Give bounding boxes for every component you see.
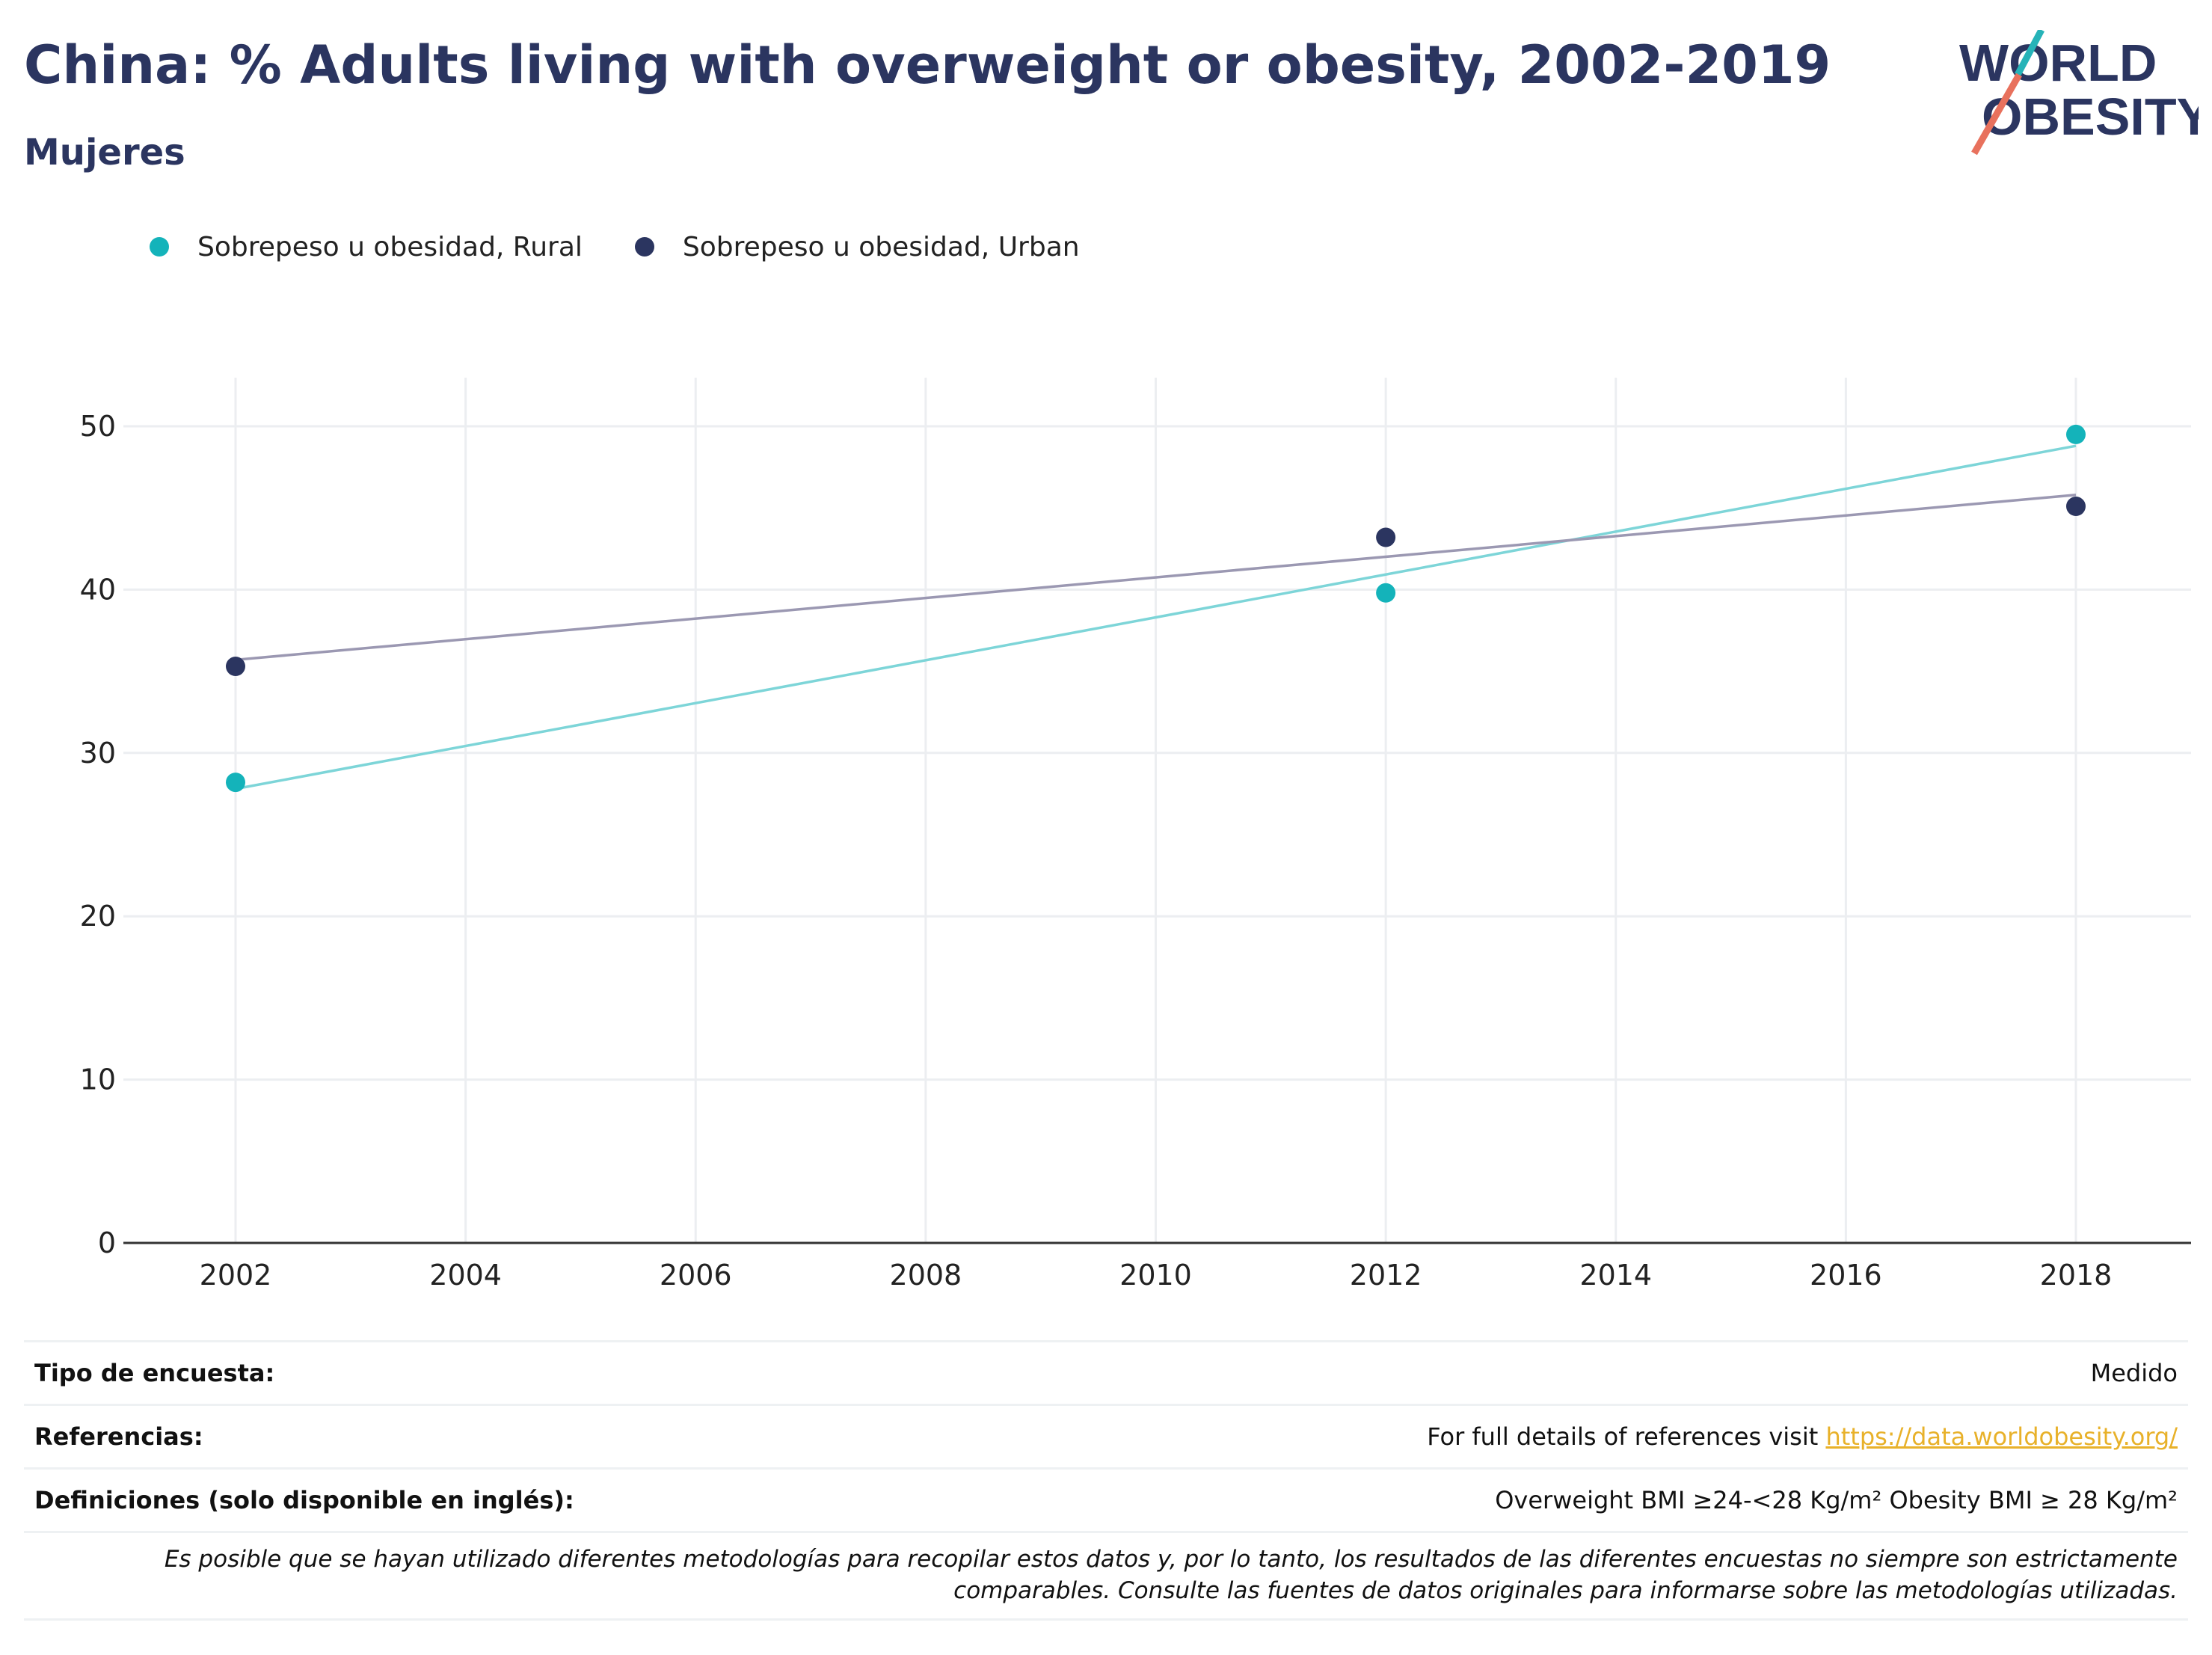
data-point-series-1 xyxy=(1376,527,1396,547)
logo-text-line2: OBESITY xyxy=(1982,87,2199,146)
references-link[interactable]: https://data.worldobesity.org/ xyxy=(1825,1422,2178,1451)
info-table: Tipo de encuesta: Medido Referencias: Fo… xyxy=(24,1340,2188,1621)
definitions-value: Overweight BMI ≥24-<28 Kg/m² Obesity BMI… xyxy=(1495,1486,2178,1514)
data-point-series-0 xyxy=(1376,583,1396,603)
x-tick-label: 2010 xyxy=(1119,1259,1192,1292)
x-tick-label: 2002 xyxy=(200,1259,272,1292)
legend-label-rural: Sobrepeso u obesidad, Rural xyxy=(197,231,583,262)
legend-marker-rural xyxy=(150,237,169,257)
legend-label-urban: Sobrepeso u obesidad, Urban xyxy=(682,231,1080,262)
world-obesity-logo: WORLD OBESITY xyxy=(1959,30,2199,156)
y-tick-label: 30 xyxy=(80,737,116,770)
references-text: For full details of references visit xyxy=(1427,1422,1826,1451)
trendline-series-0 xyxy=(235,444,2077,790)
y-tick-label: 0 xyxy=(98,1226,116,1259)
survey-type-value: Medido xyxy=(2090,1359,2178,1387)
y-tick-label: 10 xyxy=(80,1063,116,1096)
scatter-chart: 2002 2004 2006 2008 2010 2012 2014 2016 2018 0 10 2… xyxy=(80,378,2191,1292)
chart-title: China: % Adults living with overweight o… xyxy=(24,34,1831,96)
chart-subtitle: Mujeres xyxy=(24,132,185,174)
data-point-series-1 xyxy=(2066,497,2086,517)
definitions-label: Definiciones (solo disponible en inglés)… xyxy=(34,1486,574,1514)
x-tick-label: 2004 xyxy=(429,1259,502,1292)
x-tick-label: 2014 xyxy=(1579,1259,1652,1292)
disclaimer-line-1: Es posible que se hayan utilizado difere… xyxy=(164,1546,2178,1573)
x-tick-label: 2016 xyxy=(1810,1259,1882,1292)
x-tick-label: 2012 xyxy=(1350,1259,1422,1292)
legend-item-urban[interactable]: Sobrepeso u obesidad, Urban xyxy=(634,231,1080,262)
logo-coral-slash xyxy=(1971,73,2022,156)
x-tick-label: 2006 xyxy=(660,1259,732,1292)
data-point-series-0 xyxy=(2066,424,2086,444)
logo-teal-slash xyxy=(2015,30,2044,77)
y-tick-label: 50 xyxy=(80,410,116,443)
legend-item-rural[interactable]: Sobrepeso u obesidad, Rural xyxy=(150,232,583,262)
data-point-series-1 xyxy=(226,657,245,677)
trendline-series-1 xyxy=(235,493,2077,662)
references-value: For full details of references visit htt… xyxy=(1427,1422,2188,1451)
logo-text-line1: WORLD xyxy=(1959,34,2157,92)
y-tick-label: 40 xyxy=(80,573,116,606)
methodology-disclaimer: Es posible que se hayan utilizado difere… xyxy=(24,1531,2188,1621)
info-row-references: Referencias: For full details of referen… xyxy=(24,1404,2188,1467)
x-tick-label: 2018 xyxy=(2040,1259,2113,1292)
legend-marker-urban xyxy=(634,237,654,257)
info-row-survey-type: Tipo de encuesta: Medido xyxy=(24,1340,2188,1404)
info-row-definitions: Definiciones (solo disponible en inglés)… xyxy=(24,1467,2188,1531)
x-tick-label: 2008 xyxy=(890,1259,962,1292)
y-tick-label: 20 xyxy=(80,900,116,933)
data-point-series-0 xyxy=(226,773,245,793)
chart-legend: Sobrepeso u obesidad, Rural Sobrepeso u … xyxy=(150,224,1132,269)
references-label: Referencias: xyxy=(34,1422,203,1451)
disclaimer-line-2: comparables. Consulte las fuentes de dat… xyxy=(953,1577,2178,1604)
survey-type-label: Tipo de encuesta: xyxy=(34,1359,275,1387)
